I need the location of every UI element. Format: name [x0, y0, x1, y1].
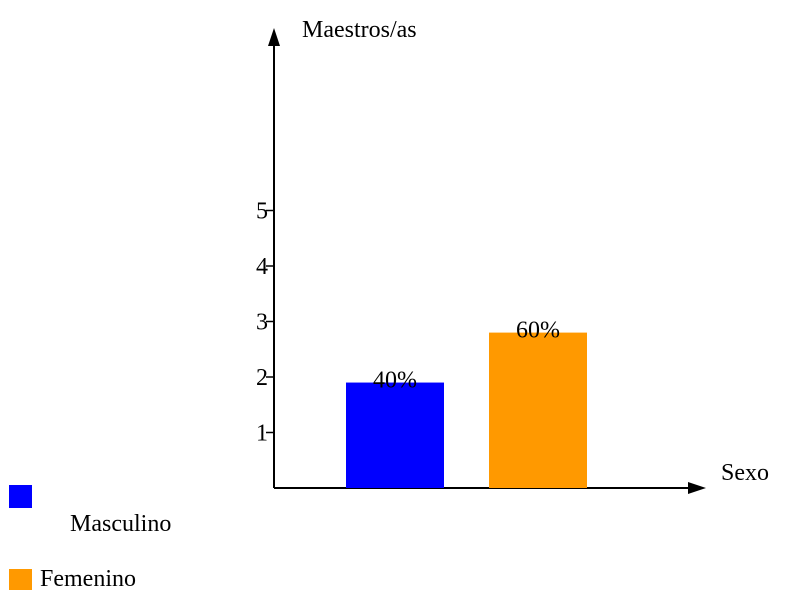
y-axis-arrow: [268, 28, 280, 46]
bar-labels: 40% 60%: [373, 318, 560, 394]
y-tick-label-4: 4: [256, 254, 268, 280]
legend-label-femenino: Femenino: [40, 566, 136, 592]
y-tick-label-2: 2: [256, 365, 268, 391]
y-axis-label: Maestros/as: [302, 17, 417, 43]
legend-label-masculino: Masculino: [70, 511, 172, 537]
data-label-femenino: 60%: [516, 318, 560, 344]
y-tick-label-5: 5: [256, 199, 268, 225]
data-label-masculino: 40%: [373, 368, 417, 394]
legend-swatch-masculino: [9, 485, 32, 508]
x-axis-arrow: [688, 482, 706, 494]
legend-swatch-femenino: [9, 569, 32, 590]
bar-femenino: [489, 332, 587, 488]
bars: [346, 332, 587, 488]
axes: [268, 28, 706, 494]
y-tick-label-1: 1: [256, 421, 268, 447]
y-tick-label-3: 3: [256, 310, 268, 336]
y-ticks: 1 2 3 4 5: [256, 199, 274, 447]
x-axis-label: Sexo: [721, 460, 769, 486]
bar-masculino: [346, 382, 444, 488]
